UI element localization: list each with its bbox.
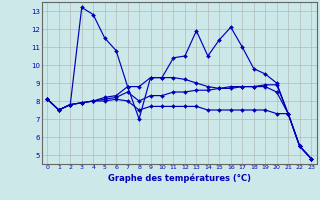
X-axis label: Graphe des températures (°C): Graphe des températures (°C) xyxy=(108,173,251,183)
